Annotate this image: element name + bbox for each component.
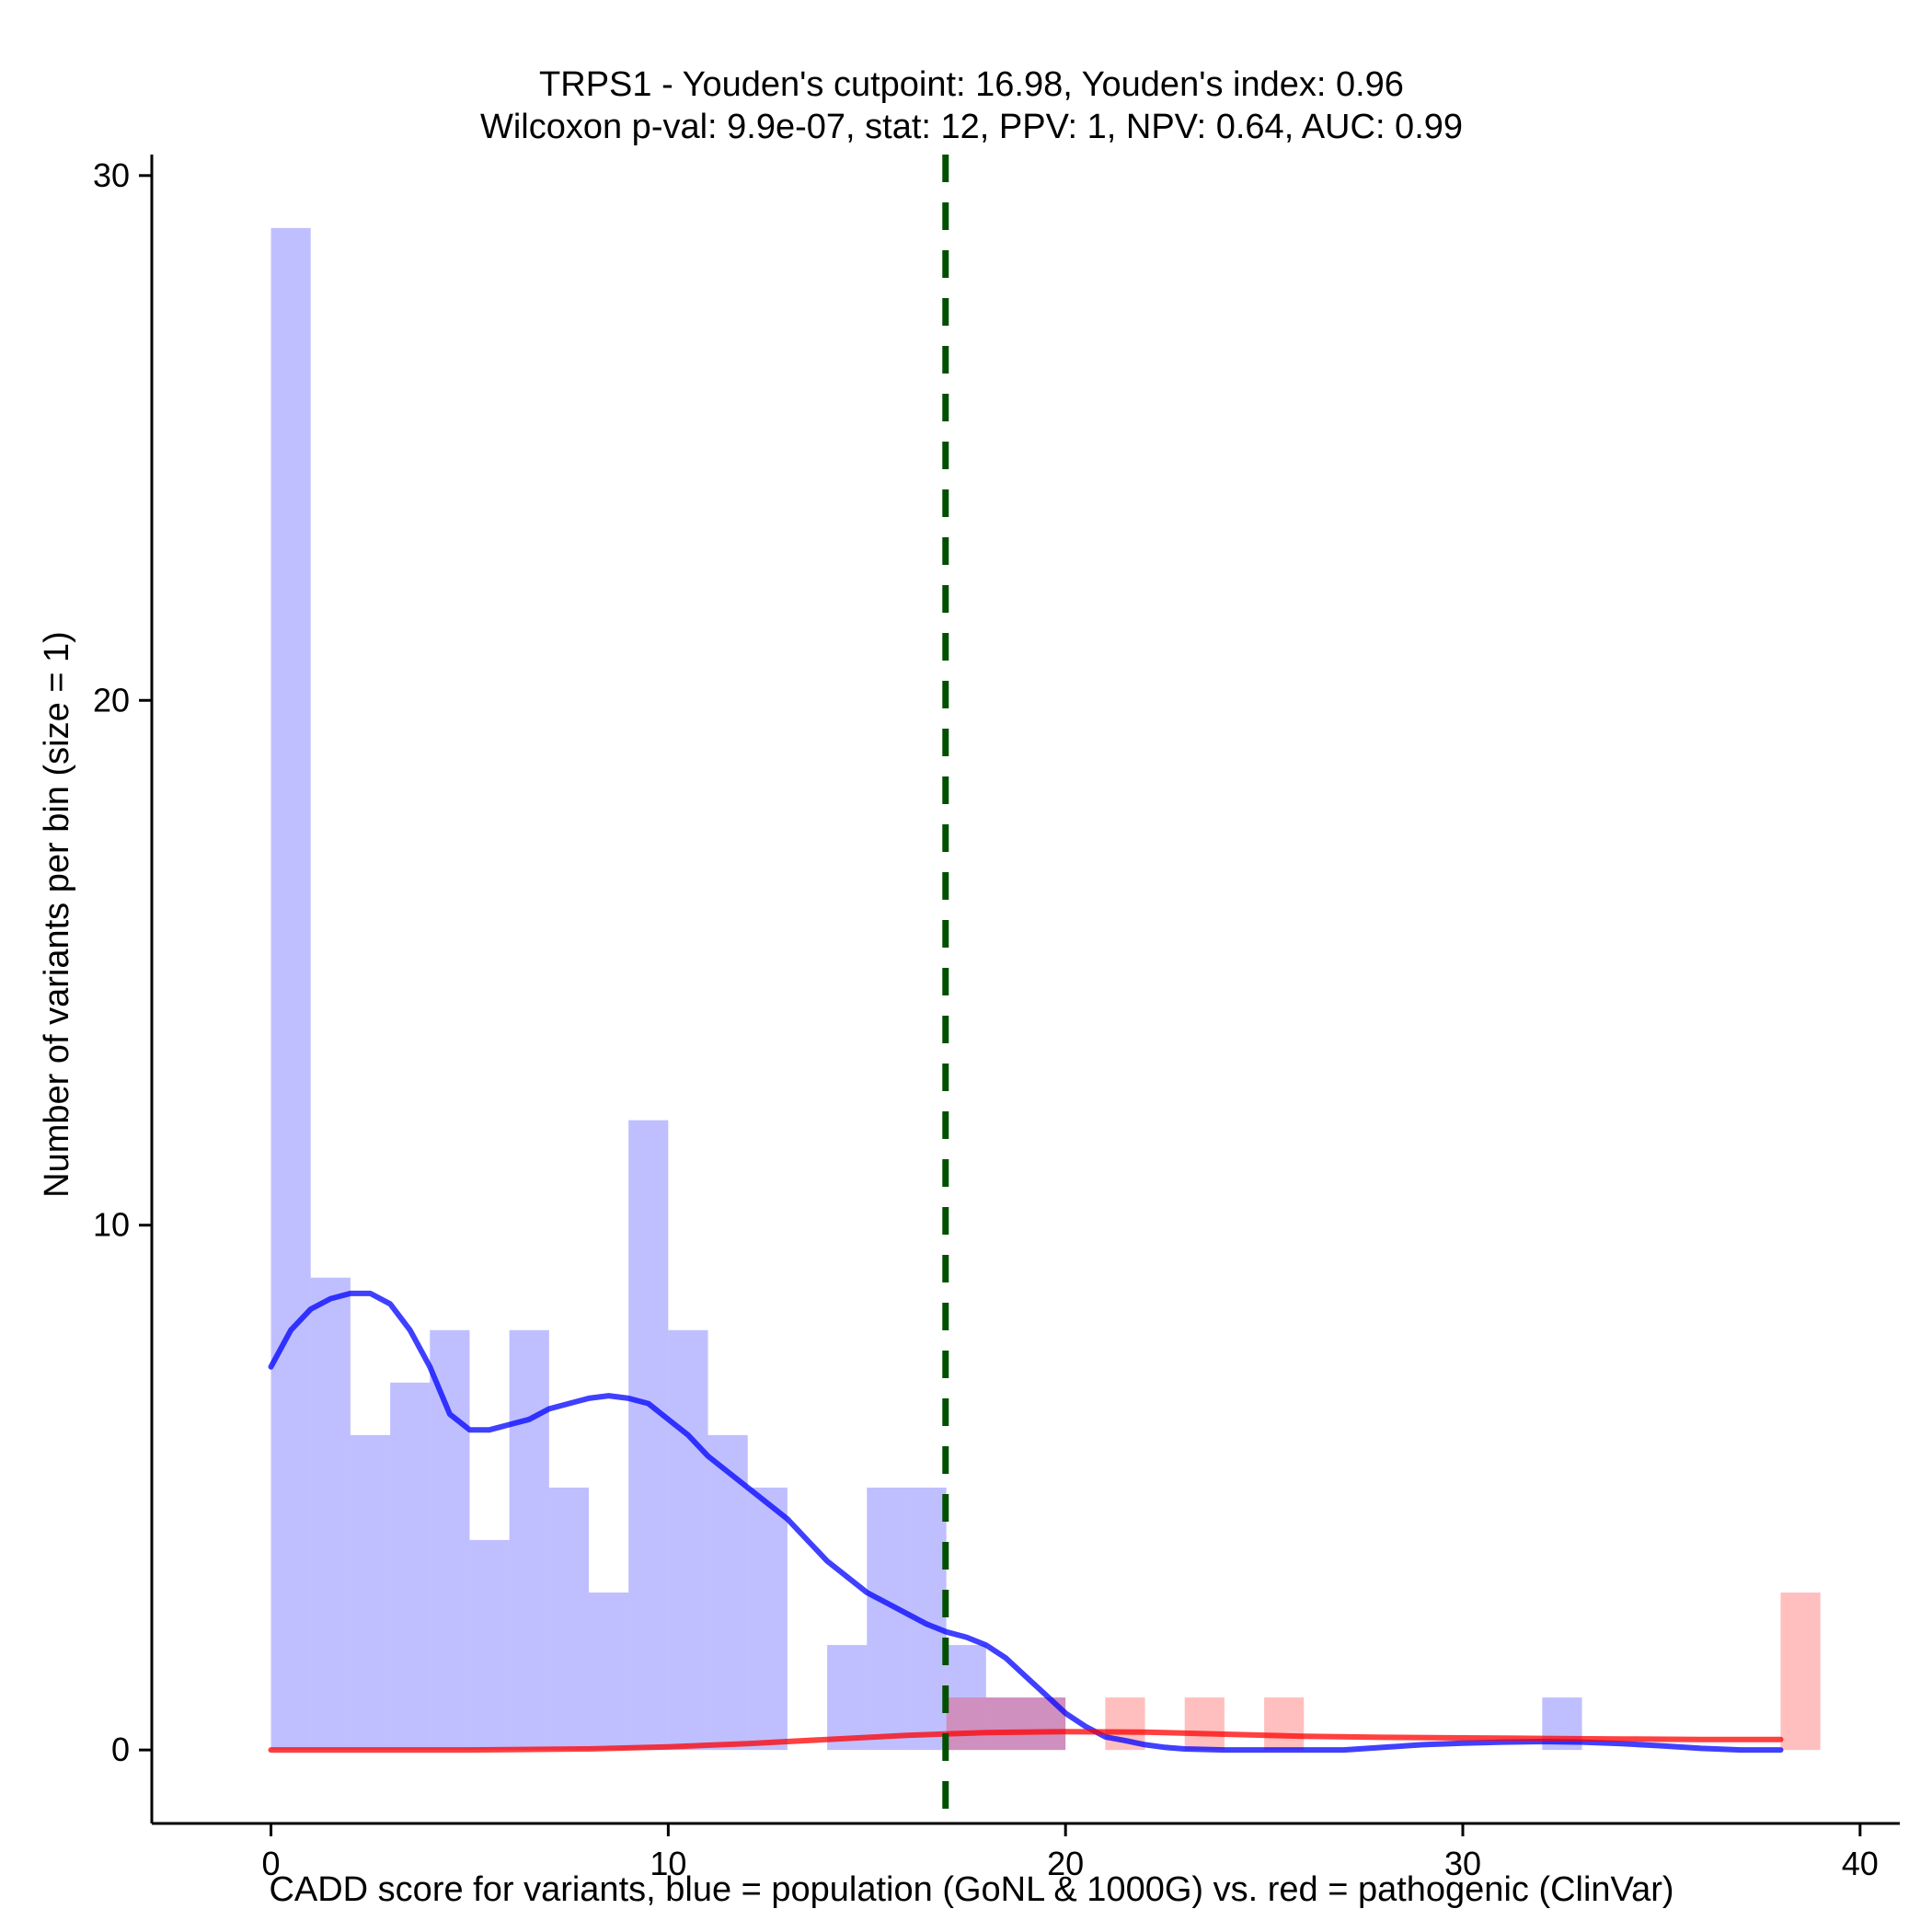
x-tick-label: 10: [650, 1845, 686, 1882]
pathogenic-bar: [985, 1697, 1026, 1751]
population-bar: [350, 1434, 391, 1751]
population-bar: [270, 227, 311, 1751]
population-bar: [985, 1697, 1026, 1751]
x-tick-label: 20: [1047, 1845, 1084, 1882]
pathogenic-bars: [946, 1593, 1821, 1751]
population-bar: [469, 1539, 510, 1751]
y-axis-label: Number of variants per bin (size = 1): [38, 631, 76, 1198]
population-bar: [548, 1487, 589, 1751]
pathogenic-bar: [1264, 1697, 1305, 1751]
x-tick-label: 40: [1842, 1845, 1879, 1882]
population-density-curve: [268, 1290, 1784, 1754]
x-tick-label: 30: [1444, 1845, 1481, 1882]
y-tick-label: 0: [111, 1731, 130, 1768]
y-tick-label: 30: [93, 156, 130, 194]
x-tick-label: 0: [262, 1845, 281, 1882]
y-tick-label: 10: [93, 1206, 130, 1244]
pathogenic-bar: [1780, 1593, 1821, 1751]
y-axis-ticks: 0 10 20 30: [93, 156, 152, 1768]
chart-title: TRPS1 - Youden's cutpoint: 16.98, Youden…: [539, 65, 1404, 104]
chart-subtitle: Wilcoxon p-val: 9.9e-07, stat: 12, PPV: …: [480, 108, 1463, 146]
density-curves: [268, 1290, 1784, 1754]
x-axis-label: CADD score for variants, blue = populati…: [269, 1870, 1673, 1909]
population-bar: [589, 1593, 629, 1751]
population-bar: [668, 1329, 708, 1751]
pathogenic-density-curve: [268, 1729, 1784, 1754]
population-bar: [310, 1277, 351, 1751]
pathogenic-bar: [1184, 1697, 1225, 1751]
population-bar: [509, 1329, 549, 1751]
population-bar: [430, 1329, 470, 1751]
population-bar: [867, 1487, 907, 1751]
population-bar: [747, 1487, 788, 1751]
population-bar: [707, 1434, 748, 1751]
y-tick-label: 20: [93, 681, 130, 719]
x-axis-ticks: 0 10 20 30 40: [262, 1823, 1879, 1882]
population-bars: [270, 227, 1582, 1751]
population-bar: [390, 1382, 431, 1751]
pathogenic-bar: [946, 1697, 986, 1751]
population-bar: [628, 1120, 669, 1751]
population-bar: [827, 1645, 868, 1751]
